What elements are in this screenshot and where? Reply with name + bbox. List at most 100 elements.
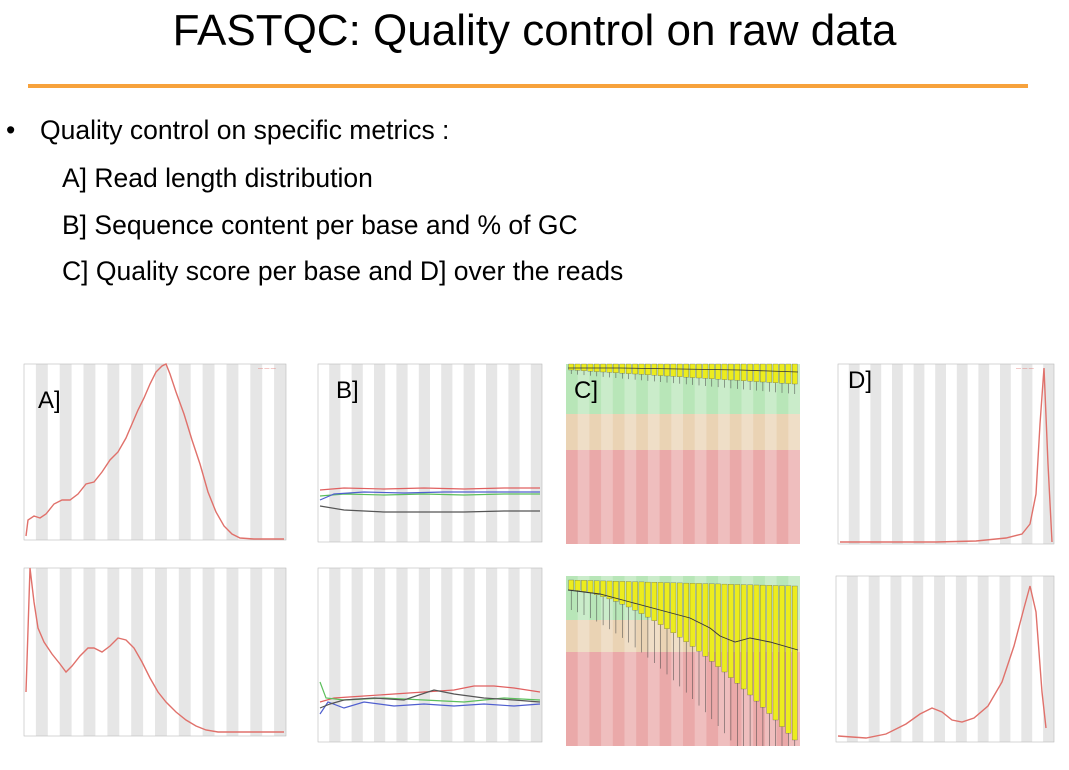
plot-band: [870, 364, 882, 544]
plot-band: [935, 364, 946, 544]
quality-box: [709, 583, 715, 662]
plot-band: [178, 568, 191, 736]
plot-band: [577, 576, 590, 746]
quality-per-base-bottom-plot: [566, 576, 800, 746]
figure-read-length-bottom: [4, 562, 292, 752]
quality-box: [740, 363, 747, 381]
quality-box: [740, 584, 747, 690]
plot-band: [977, 576, 989, 742]
quality-box: [645, 363, 651, 375]
quality-box: [670, 582, 677, 633]
figure-quality-over-reads-top: — — — D]: [816, 354, 1060, 554]
figure-legend-text: — — —: [258, 366, 276, 372]
quality-box: [779, 363, 785, 384]
quality-box: [568, 579, 574, 591]
plot-band: [788, 364, 800, 544]
quality-box: [625, 581, 632, 608]
panel-label-b: B]: [336, 377, 359, 404]
quality-per-base-top-plot: [566, 363, 800, 544]
read-length-bottom-plot: [23, 567, 287, 737]
quality-box: [677, 582, 683, 638]
quality-over-reads-curve: [837, 585, 1047, 739]
quality-box: [683, 363, 689, 378]
plot-bands: [35, 364, 286, 540]
quality-box: [568, 363, 574, 371]
quality-box: [638, 363, 645, 375]
quality-box: [734, 363, 741, 381]
quality-box: [779, 585, 785, 727]
plot-band: [59, 364, 72, 540]
quality-box: [715, 583, 721, 667]
quality-boxes-bottom: [568, 579, 798, 746]
quality-box: [734, 584, 741, 684]
plot-band: [441, 568, 453, 742]
quality-box: [581, 363, 587, 371]
plot-band: [202, 364, 215, 540]
plot-band: [956, 364, 968, 544]
quality-box: [632, 363, 638, 375]
plot-band: [441, 364, 453, 542]
quality-box: [702, 583, 709, 657]
plot-band: [955, 576, 967, 742]
quality-box: [587, 580, 594, 594]
quality-box: [664, 582, 670, 629]
figure-read-length-top: — — — A]: [4, 354, 292, 554]
quality-box: [574, 363, 581, 371]
plot-band: [351, 364, 363, 542]
quality-box: [785, 585, 792, 734]
slide-title: FASTQC: Quality control on raw data: [172, 6, 897, 55]
plot-band: [601, 364, 613, 544]
plot-band: [999, 576, 1011, 742]
plot-band: [396, 364, 408, 542]
quality-box: [638, 581, 645, 614]
plot-band: [624, 364, 637, 544]
quality-box: [689, 583, 696, 647]
plot-band: [463, 568, 475, 742]
quality-box: [702, 363, 709, 379]
quality-over-reads-bottom-plot: [835, 575, 1055, 743]
quality-over-reads-curve: [840, 367, 1053, 543]
quality-over-reads-top-plot: — — —: [837, 363, 1055, 545]
quality-box: [709, 363, 715, 379]
quality-box: [753, 584, 760, 702]
bullet-item-b: B] Sequence content per base and % of GC: [62, 210, 578, 240]
plot-band: [890, 576, 902, 742]
quality-box: [683, 582, 689, 642]
quality-box: [792, 585, 798, 741]
plot-band: [250, 364, 263, 540]
plot-band: [374, 364, 386, 542]
read-length-curve: [25, 363, 284, 540]
quality-box: [747, 363, 753, 382]
quality-box: [721, 583, 728, 673]
quality-box: [632, 581, 638, 611]
plot-band: [250, 568, 263, 736]
quality-box: [772, 363, 779, 383]
plot-band: [131, 364, 144, 540]
sequence-content-bottom-plot: [317, 567, 543, 743]
plot-band: [530, 364, 542, 542]
plot-band: [59, 568, 72, 736]
plot-band: [1043, 576, 1054, 742]
plot-band: [892, 364, 903, 544]
plot-band: [155, 568, 167, 736]
quality-box: [651, 363, 658, 376]
quality-box: [581, 580, 587, 592]
quality-box: [792, 363, 798, 385]
quality-box: [574, 580, 581, 591]
quality-box: [651, 582, 658, 621]
read-length-top-plot: — — —: [23, 363, 287, 541]
quality-box: [664, 363, 670, 377]
plot-band: [978, 364, 990, 544]
plot-band: [718, 364, 730, 544]
quality-box: [760, 363, 766, 383]
quality-box: [645, 581, 651, 618]
quality-box: [619, 363, 626, 374]
bullet-dot-icon: •: [6, 115, 16, 145]
plot-band: [351, 568, 363, 742]
bullet-item-a: A] Read length distribution: [62, 163, 373, 193]
quality-box: [747, 584, 753, 696]
quality-box: [689, 363, 696, 378]
bullet-main-text: Quality control on specific metrics :: [40, 115, 450, 145]
plot-band: [486, 568, 498, 742]
plot-band: [107, 568, 120, 736]
